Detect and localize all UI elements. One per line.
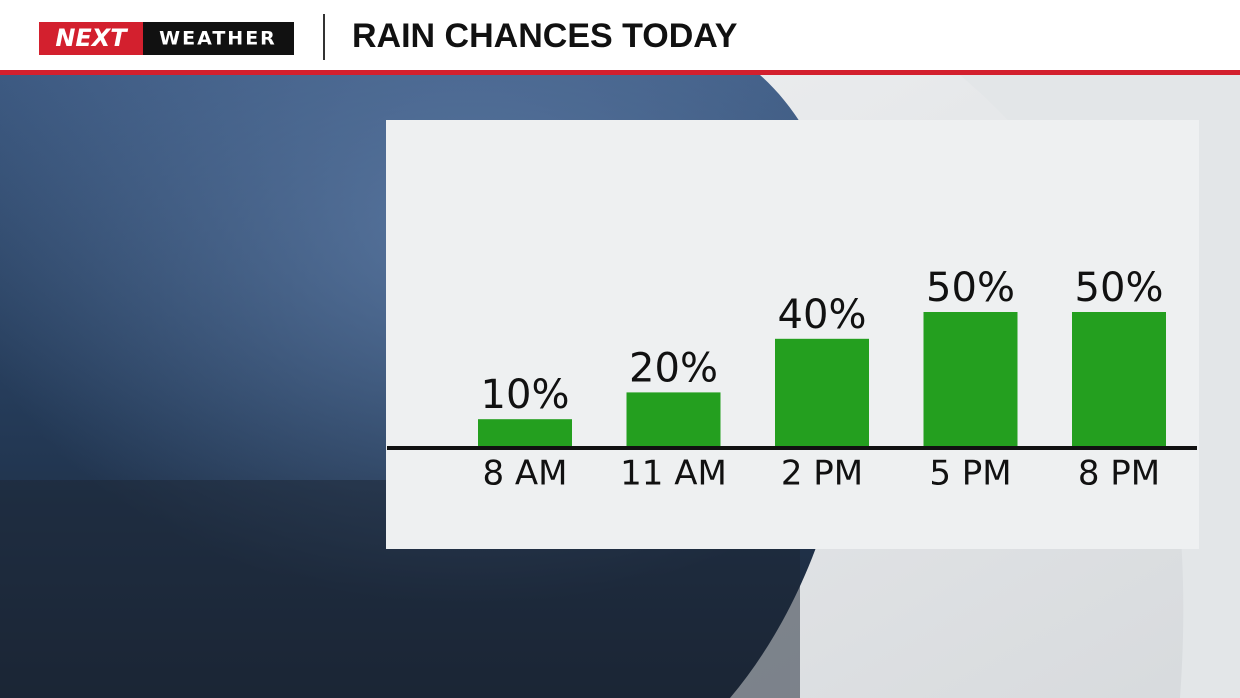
bar <box>478 419 572 446</box>
x-tick-label: 8 AM <box>482 454 567 494</box>
chart-panel <box>386 120 1199 549</box>
value-label: 10% <box>481 372 570 418</box>
header-rule <box>0 70 1240 75</box>
bar <box>923 312 1018 446</box>
logo-sub: WEATHER <box>159 28 277 50</box>
chart-title: RAIN CHANCES TODAY <box>352 17 738 55</box>
value-label: 40% <box>778 292 867 338</box>
logo-box <box>39 22 143 55</box>
bar <box>1072 312 1166 446</box>
x-tick-label: 2 PM <box>781 454 863 494</box>
x-tick-label: 8 PM <box>1078 454 1160 494</box>
x-tick-label: 11 AM <box>620 454 727 494</box>
value-label: 50% <box>1075 265 1164 311</box>
bar <box>775 338 869 446</box>
value-label: 20% <box>629 345 718 391</box>
x-tick-label: 5 PM <box>929 454 1011 494</box>
bar <box>626 392 721 446</box>
value-label: 50% <box>926 265 1015 311</box>
logo: NEXT <box>55 24 128 52</box>
logo-sub-box <box>143 22 294 55</box>
